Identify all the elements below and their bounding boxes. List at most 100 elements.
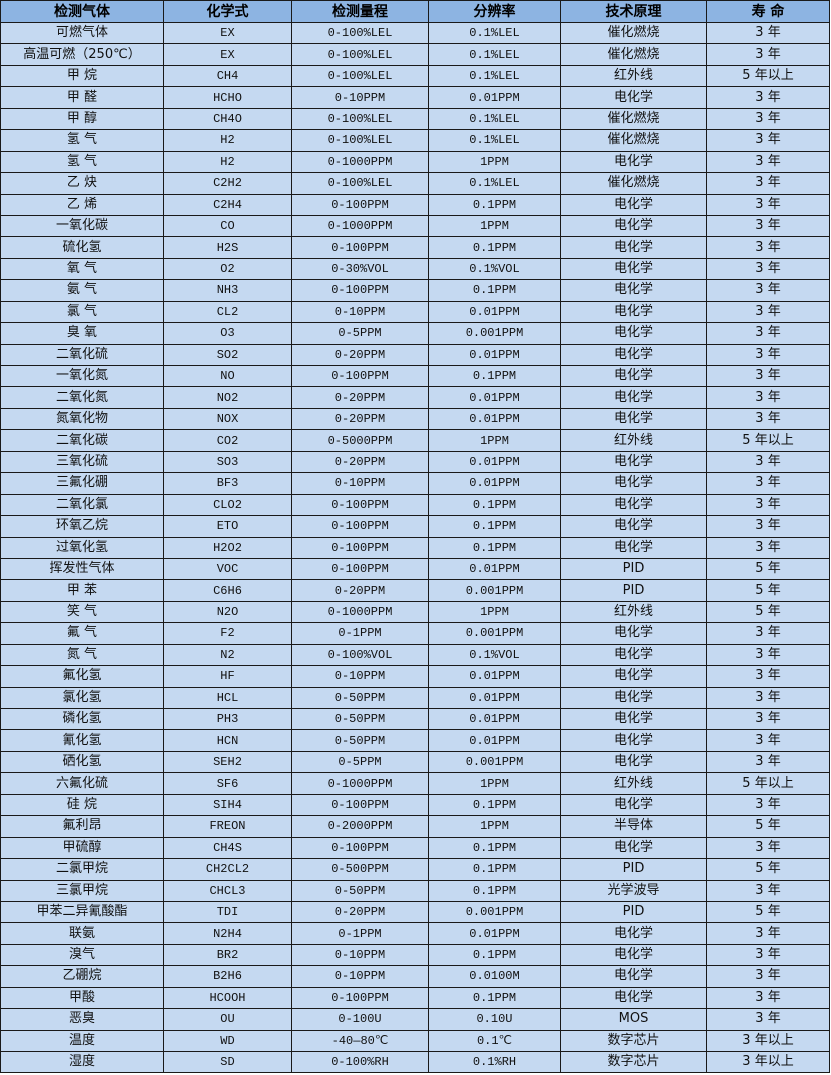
cell-range: 0-50PPM: [291, 729, 429, 752]
cell-lifespan: 3 年以上: [706, 1050, 830, 1074]
cell-range: 0-100PPM: [291, 493, 429, 517]
table-row: 溴气 BR2 0-10PPM 0.1PPM 电化学 3 年: [0, 943, 830, 967]
cell-principle: 电化学: [560, 665, 707, 688]
cell-principle: 电化学: [560, 472, 707, 495]
cell-principle: PID: [560, 579, 707, 602]
cell-formula: H2: [163, 150, 292, 174]
cell-gas: 三氟化硼: [0, 472, 164, 495]
cell-formula: OU: [163, 1008, 292, 1031]
cell-gas: 甲 醇: [0, 107, 164, 131]
cell-resolution: 0.001PPM: [428, 622, 561, 645]
cell-lifespan: 3 年: [706, 729, 830, 752]
cell-formula: SEH2: [163, 750, 292, 774]
cell-range: 0-100PPM: [291, 986, 429, 1010]
cell-resolution: 0.1PPM: [428, 943, 561, 967]
cell-resolution: 0.01PPM: [428, 729, 561, 752]
header-gas: 检测气体: [0, 0, 164, 23]
cell-resolution: 0.1%RH: [428, 1050, 561, 1074]
cell-principle: 电化学: [560, 322, 707, 345]
cell-gas: 可燃气体: [0, 21, 164, 45]
cell-lifespan: 3 年: [706, 257, 830, 281]
cell-formula: CO: [163, 214, 292, 238]
cell-range: 0-30%VOL: [291, 257, 429, 281]
cell-lifespan: 3 年: [706, 364, 830, 388]
cell-formula: CH4S: [163, 836, 292, 860]
cell-formula: NO: [163, 364, 292, 388]
cell-lifespan: 3 年: [706, 515, 830, 538]
cell-resolution: 1PPM: [428, 150, 561, 174]
table-row: 氯化氢 HCL 0-50PPM 0.01PPM 电化学 3 年: [0, 686, 830, 710]
cell-principle: 电化学: [560, 343, 707, 367]
cell-gas: 甲酸: [0, 986, 164, 1010]
cell-principle: 电化学: [560, 943, 707, 967]
cell-lifespan: 5 年以上: [706, 64, 830, 88]
cell-principle: 电化学: [560, 300, 707, 324]
cell-resolution: 0.1PPM: [428, 986, 561, 1010]
table-row: 硒化氢 SEH2 0-5PPM 0.001PPM 电化学 3 年: [0, 750, 830, 774]
cell-lifespan: 5 年: [706, 815, 830, 838]
table-row: 氢 气 H2 0-100%LEL 0.1%LEL 催化燃烧 3 年: [0, 129, 830, 152]
table-row: 甲 烷 CH4 0-100%LEL 0.1%LEL 红外线 5 年以上: [0, 64, 830, 88]
cell-principle: 电化学: [560, 407, 707, 431]
cell-range: 0-1000PPM: [291, 772, 429, 795]
cell-range: 0-100%VOL: [291, 643, 429, 667]
cell-lifespan: 3 年: [706, 1008, 830, 1031]
cell-resolution: 0.1PPM: [428, 279, 561, 302]
cell-principle: 电化学: [560, 193, 707, 216]
cell-resolution: 0.01PPM: [428, 386, 561, 409]
header-principle: 技术原理: [560, 0, 707, 23]
cell-range: 0-10PPM: [291, 472, 429, 495]
cell-principle: 红外线: [560, 772, 707, 795]
cell-principle: 数字芯片: [560, 1029, 707, 1053]
cell-gas: 氢 气: [0, 129, 164, 152]
cell-principle: 电化学: [560, 386, 707, 409]
cell-range: 0-100%LEL: [291, 64, 429, 88]
cell-gas: 三氧化硫: [0, 450, 164, 474]
cell-resolution: 0.1PPM: [428, 858, 561, 881]
cell-gas: 二氧化碳: [0, 429, 164, 452]
cell-gas: 三氯甲烷: [0, 879, 164, 902]
cell-lifespan: 5 年: [706, 579, 830, 602]
table-row: 环氧乙烷 ETO 0-100PPM 0.1PPM 电化学 3 年: [0, 515, 830, 538]
cell-principle: 电化学: [560, 793, 707, 817]
cell-principle: 电化学: [560, 279, 707, 302]
cell-range: 0-10PPM: [291, 86, 429, 109]
cell-principle: 电化学: [560, 750, 707, 774]
cell-principle: 电化学: [560, 150, 707, 174]
cell-lifespan: 3 年: [706, 172, 830, 195]
cell-range: 0-100PPM: [291, 557, 429, 581]
table-row: 二氧化硫 SO2 0-20PPM 0.01PPM 电化学 3 年: [0, 343, 830, 367]
cell-lifespan: 5 年: [706, 600, 830, 624]
cell-lifespan: 3 年以上: [706, 1029, 830, 1053]
cell-lifespan: 3 年: [706, 386, 830, 409]
cell-formula: CH4: [163, 64, 292, 88]
cell-lifespan: 3 年: [706, 279, 830, 302]
cell-principle: 电化学: [560, 729, 707, 752]
table-row: 甲 苯 C6H6 0-20PPM 0.001PPM PID 5 年: [0, 579, 830, 602]
cell-formula: CH4O: [163, 107, 292, 131]
cell-lifespan: 5 年以上: [706, 772, 830, 795]
cell-gas: 甲 烷: [0, 64, 164, 88]
table-row: 硅 烷 SIH4 0-100PPM 0.1PPM 电化学 3 年: [0, 793, 830, 817]
cell-principle: 红外线: [560, 429, 707, 452]
table-row: 笑 气 N2O 0-1000PPM 1PPM 红外线 5 年: [0, 600, 830, 624]
cell-gas: 甲 醛: [0, 86, 164, 109]
cell-lifespan: 3 年: [706, 21, 830, 45]
cell-principle: 催化燃烧: [560, 172, 707, 195]
cell-resolution: 0.001PPM: [428, 322, 561, 345]
cell-gas: 环氧乙烷: [0, 515, 164, 538]
table-row: 挥发性气体 VOC 0-100PPM 0.01PPM PID 5 年: [0, 557, 830, 581]
table-row: 氯 气 CL2 0-10PPM 0.01PPM 电化学 3 年: [0, 300, 830, 324]
cell-lifespan: 3 年: [706, 107, 830, 131]
cell-formula: EX: [163, 43, 292, 66]
cell-range: 0-20PPM: [291, 450, 429, 474]
cell-principle: MOS: [560, 1008, 707, 1031]
cell-formula: CHCL3: [163, 879, 292, 902]
cell-principle: 催化燃烧: [560, 21, 707, 45]
cell-range: 0-100%LEL: [291, 172, 429, 195]
table-row: 乙硼烷 B2H6 0-10PPM 0.0100M 电化学 3 年: [0, 965, 830, 988]
table-row: 氟 气 F2 0-1PPM 0.001PPM 电化学 3 年: [0, 622, 830, 645]
table-row: 高温可燃（250℃） EX 0-100%LEL 0.1%LEL 催化燃烧 3 年: [0, 43, 830, 66]
cell-range: 0-100%LEL: [291, 129, 429, 152]
cell-lifespan: 3 年: [706, 943, 830, 967]
